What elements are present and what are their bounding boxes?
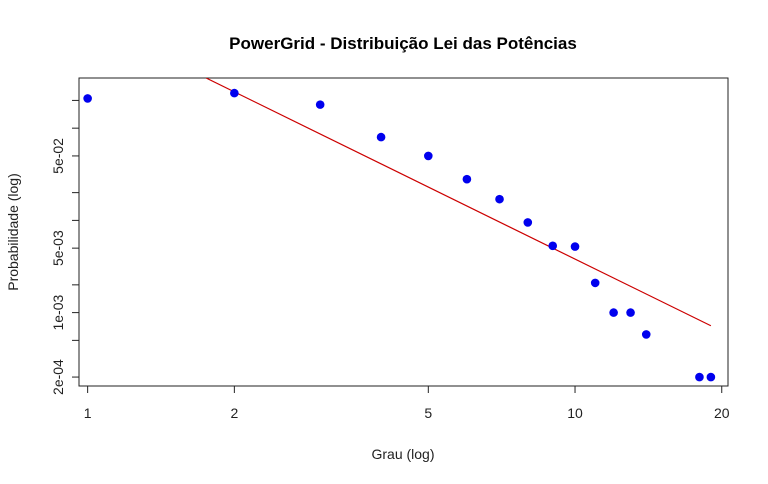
data-point <box>495 194 504 204</box>
x-tick-label: 10 <box>567 405 583 421</box>
x-axis-title: Grau (log) <box>371 446 434 462</box>
x-axis: 1 2 5 10 20 <box>84 386 730 421</box>
data-point <box>376 132 386 142</box>
data-point <box>230 88 239 98</box>
x-tick-label: 2 <box>230 405 238 421</box>
fit-line <box>205 78 712 327</box>
x-tick-label: 5 <box>424 405 432 421</box>
data-point <box>609 308 618 317</box>
data-point <box>83 94 92 103</box>
y-axis-title: Probabilidade (log) <box>5 173 21 291</box>
y-tick-label: 2e-04 <box>50 359 66 395</box>
data-point <box>424 151 433 161</box>
chart-title: PowerGrid - Distribuição Lei das Potênci… <box>229 34 577 53</box>
data-point <box>590 278 600 288</box>
data-point <box>315 100 325 109</box>
points-layer <box>83 88 716 382</box>
data-point <box>626 308 635 317</box>
fit-line-layer <box>205 78 712 327</box>
data-point <box>641 330 651 339</box>
data-point <box>706 372 716 382</box>
plot-frame <box>78 77 729 387</box>
data-point <box>523 218 533 227</box>
data-point <box>548 241 558 251</box>
y-axis: 2e-04 1e-03 5e-03 5e-02 <box>50 99 79 395</box>
data-point <box>570 242 580 251</box>
x-tick-label: 20 <box>714 405 730 421</box>
data-point <box>695 372 704 382</box>
data-point <box>462 174 472 184</box>
y-tick-label: 5e-02 <box>50 138 66 174</box>
x-tick-label: 1 <box>84 405 92 421</box>
y-tick-label: 5e-03 <box>50 230 66 266</box>
y-tick-label: 1e-03 <box>50 294 66 330</box>
